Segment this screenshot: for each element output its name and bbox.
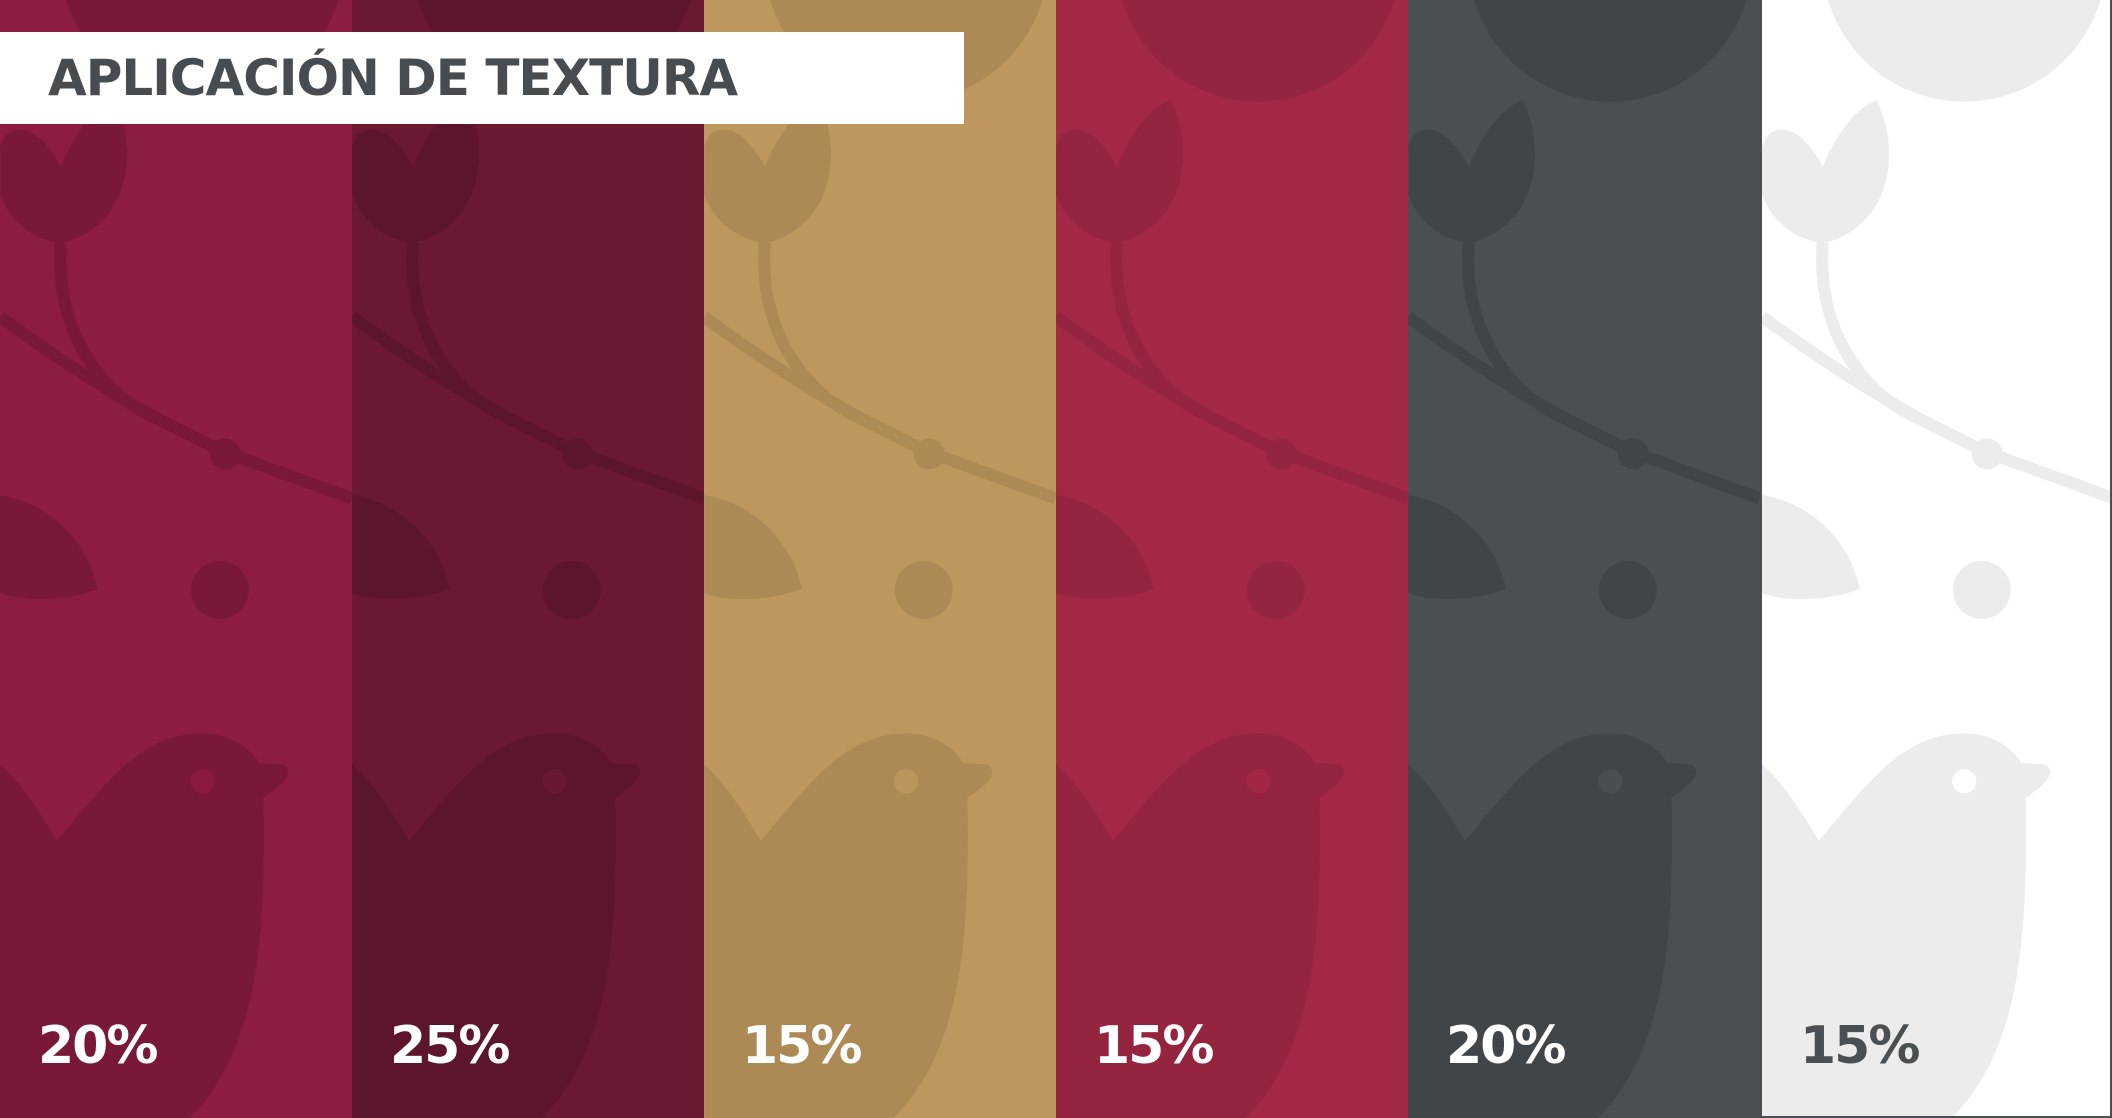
texture-panel: 15% [704, 0, 1056, 1118]
percent-label: 20% [1446, 1016, 1564, 1076]
texture [0, 0, 352, 1118]
texture [1762, 0, 2112, 1118]
percent-label: 15% [742, 1016, 860, 1076]
texture-panel: 25% [352, 0, 704, 1118]
percent-label: 25% [390, 1016, 508, 1076]
texture-panel: 15% [1760, 0, 2112, 1118]
texture-panel: 20% [0, 0, 352, 1118]
texture [704, 0, 1056, 1118]
percent-label: 15% [1800, 1016, 1918, 1076]
title: APLICACIÓN DE TEXTURA [48, 32, 737, 124]
percent-label: 20% [38, 1016, 156, 1076]
texture [352, 0, 704, 1118]
texture [1408, 0, 1760, 1118]
title-box: APLICACIÓN DE TEXTURA [0, 32, 964, 124]
texture-panel: 20% [1408, 0, 1760, 1118]
texture [1056, 0, 1408, 1118]
page: 20% 25% 15% 15% 20% 15% APLICACIÓN DE TE… [0, 0, 2112, 1118]
texture-panel: 15% [1056, 0, 1408, 1118]
percent-label: 15% [1094, 1016, 1212, 1076]
